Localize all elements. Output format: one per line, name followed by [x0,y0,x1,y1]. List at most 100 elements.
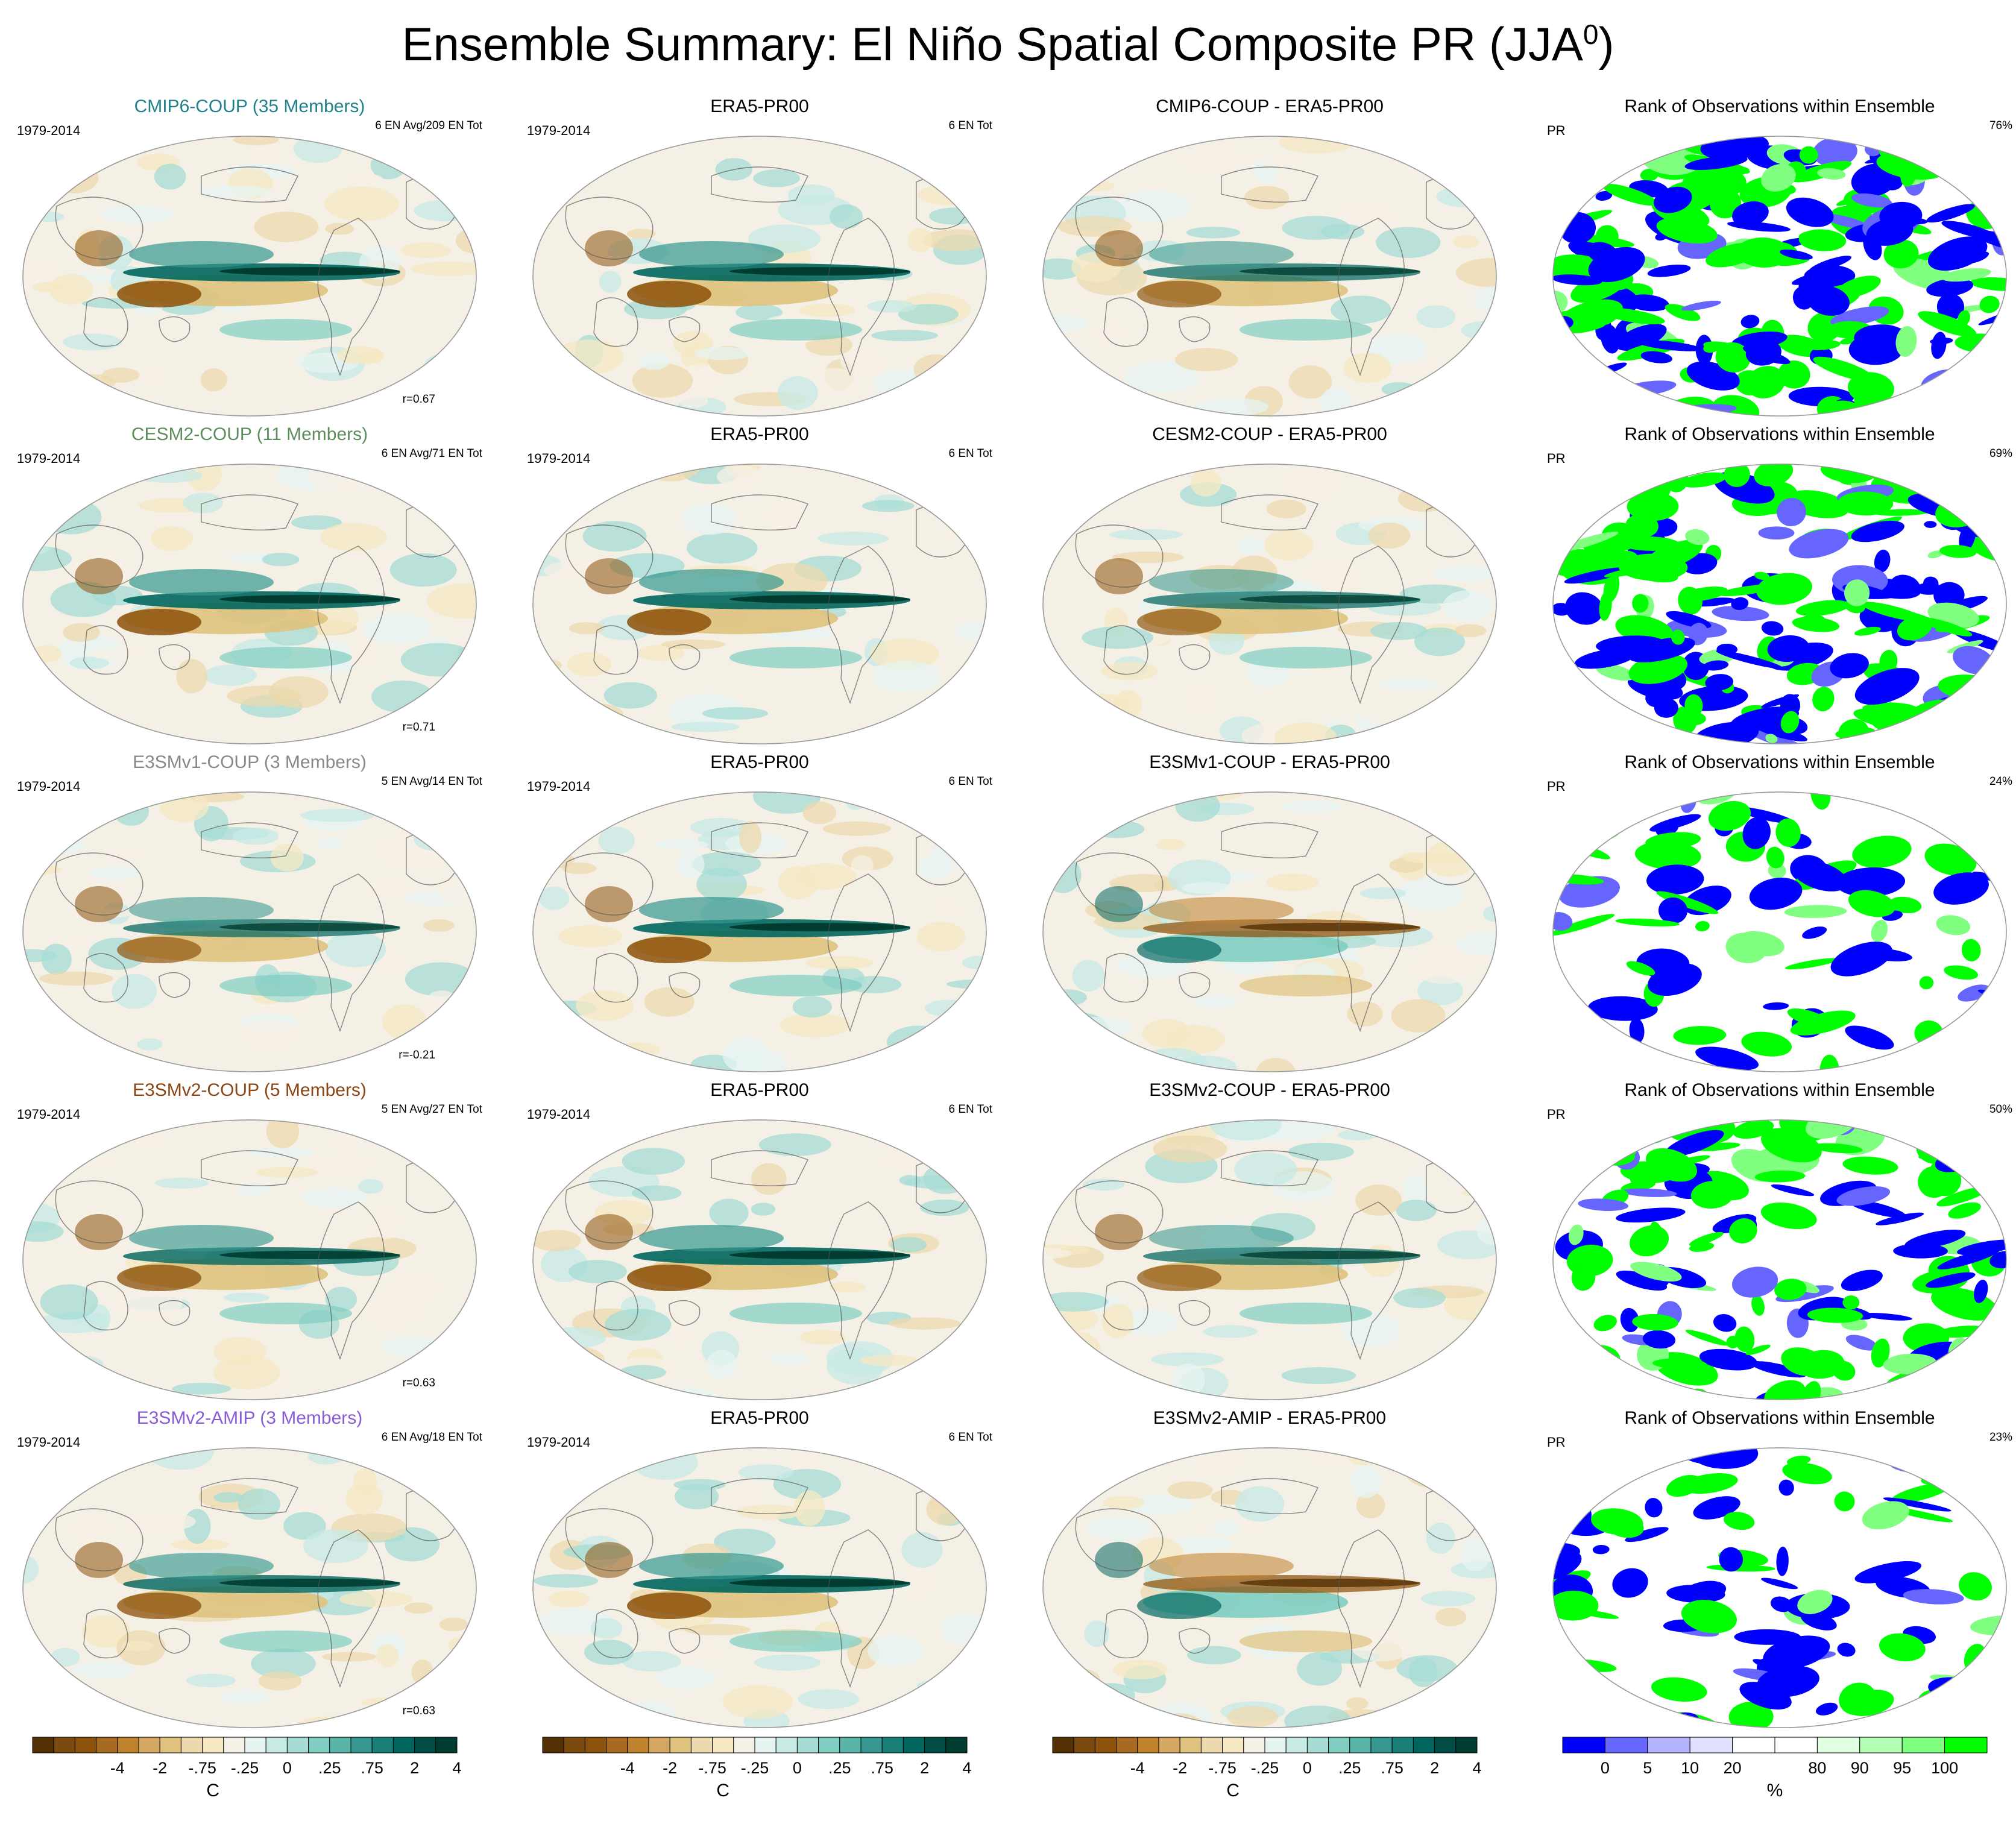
panel-correlation: r=0.63 [402,1705,435,1717]
panel-period: 1979-2014 [527,779,591,794]
colorbar-swatch [1328,1737,1350,1753]
map-field [532,1447,987,1728]
colorbar-tick-label: -4 [620,1759,635,1777]
colorbar-swatch [1370,1737,1393,1753]
panel-title: ERA5-PR00 [710,96,809,116]
colorbar-tick-label: 95 [1893,1759,1912,1777]
rank-field [1552,1119,2007,1400]
panel-obs-row3: ERA5-PR00 1979-2014 6 EN Tot [518,752,1001,1080]
panel-title: ERA5-PR00 [710,1408,809,1428]
colorbar-swatch [1774,1737,1818,1753]
panel-diff-row1: CMIP6-COUP - ERA5-PR00 [1028,96,1511,424]
colorbar-swatch [945,1737,968,1753]
anomaly-map [1042,464,1497,744]
colorbar-swatch [32,1737,54,1753]
panel-period: 1979-2014 [17,1435,81,1450]
figure-title-text: Ensemble Summary: El Niño Spatial Compos… [402,17,1583,71]
panel-obs-row5: ERA5-PR00 1979-2014 6 EN Tot [518,1408,1001,1736]
colorbar-swatch [881,1737,904,1753]
colorbar-swatch [329,1737,351,1753]
rank-map [1552,464,2007,744]
colorbar-tick-label: -2 [1173,1759,1188,1777]
colorbar-swatch [690,1737,713,1753]
colorbar-tick-label: 10 [1681,1759,1699,1777]
colorbar-tick-label: 2 [410,1759,420,1777]
panel-title: Rank of Observations within Ensemble [1624,1408,1935,1428]
panel-event-count: 6 EN Avg/18 EN Tot [381,1431,482,1444]
anomaly-map [1042,1119,1497,1400]
colorbar-swatch [1391,1737,1414,1753]
figure-title: Ensemble Summary: El Niño Spatial Compos… [0,17,2016,72]
anomaly-map [22,1447,477,1728]
colorbar-swatch [839,1737,862,1753]
figure-title-superscript: 0 [1583,19,1599,50]
colorbar-tick-label: 2 [920,1759,930,1777]
colorbar-tick-label: -2 [663,1759,678,1777]
colorbar-swatch [1094,1737,1117,1753]
panel-diff-row2: CESM2-COUP - ERA5-PR00 [1028,424,1511,752]
panel-period: 1979-2014 [527,451,591,466]
colorbar-swatch [1349,1737,1372,1753]
panel-obs-row1: ERA5-PR00 1979-2014 6 EN Tot [518,96,1001,424]
colorbar-swatch [818,1737,840,1753]
colorbar-swatch [712,1737,734,1753]
panel-rank-row2: Rank of Observations within Ensemble PR 69… [1539,424,2016,752]
panel-period: 1979-2014 [17,1107,81,1122]
panel-title: Rank of Observations within Ensemble [1624,1080,1935,1100]
panel-title: E3SMv2-COUP - ERA5-PR00 [1149,1080,1390,1100]
map-field [22,1119,477,1400]
panel-event-count: 6 EN Avg/71 EN Tot [381,447,482,460]
colorbar-swatch [244,1737,266,1753]
panel-correlation: r=0.71 [402,721,435,734]
panel-title: Rank of Observations within Ensemble [1624,752,1935,772]
colorbar-tick-label: 5 [1643,1759,1652,1777]
colorbar-swatch [1434,1737,1457,1753]
colorbar-tick-label: 0 [1302,1759,1312,1777]
colorbar-swatch [435,1737,458,1753]
colorbar-swatch [414,1737,436,1753]
rank-map [1552,791,2007,1072]
panel-period: 1979-2014 [17,779,81,794]
panel-model-row2: CESM2-COUP (11 Members) 1979-2014 6 EN Avg… [8,424,491,752]
panel-title: CMIP6-COUP - ERA5-PR00 [1156,96,1384,116]
colorbar-swatch [74,1737,97,1753]
anomaly-map [532,464,987,744]
panel-title: ERA5-PR00 [710,424,809,444]
panel-obs-row2: ERA5-PR00 1979-2014 6 EN Tot [518,424,1001,752]
panel-diff-row3: E3SMv1-COUP - ERA5-PR00 [1028,752,1511,1080]
colorbar-tick-label: 2 [1430,1759,1440,1777]
panel-model-row5: E3SMv2-AMIP (3 Members) 1979-2014 6 EN Avg… [8,1408,491,1736]
panel-title: Rank of Observations within Ensemble [1624,424,1935,444]
colorbar-swatch [1200,1737,1223,1753]
colorbar-swatch [733,1737,755,1753]
panel-title: ERA5-PR00 [710,752,809,772]
panel-title: E3SMv1-COUP (3 Members) [133,752,367,772]
panel-correlation: r=0.63 [402,1377,435,1389]
colorbar-tick-label: -4 [110,1759,125,1777]
colorbar-swatch [1285,1737,1308,1753]
colorbar-swatch [924,1737,947,1753]
panel-rank-percent: 24% [1989,775,2012,788]
panel-event-count: 6 EN Tot [948,1431,992,1444]
panel-rank-row3: Rank of Observations within Ensemble PR 24… [1539,752,2016,1080]
panel-rank-row1: Rank of Observations within Ensemble PR 76… [1539,96,2016,424]
colorbar-swatch [1732,1737,1775,1753]
colorbar-tick-label: 4 [1472,1759,1482,1777]
colorbar-swatch [392,1737,415,1753]
colorbar-swatch [902,1737,925,1753]
colorbar-swatch [117,1737,139,1753]
rank-field [1552,464,2007,744]
anomaly-map [22,464,477,744]
colorbar-swatch [180,1737,203,1753]
colorbar-tick-label: .75 [361,1759,383,1777]
colorbar-swatch [308,1737,330,1753]
colorbar-tick-label: -2 [153,1759,168,1777]
panel-variable: PR [1547,1107,1566,1122]
map-field [532,1119,987,1400]
colorbar-swatch [1137,1737,1159,1753]
map-field [1042,1447,1497,1728]
panel-event-count: 5 EN Avg/27 EN Tot [381,1103,482,1116]
colorbar-swatch [1052,1737,1074,1753]
panel-rank-percent: 69% [1989,447,2012,460]
anomaly-map [22,136,477,417]
